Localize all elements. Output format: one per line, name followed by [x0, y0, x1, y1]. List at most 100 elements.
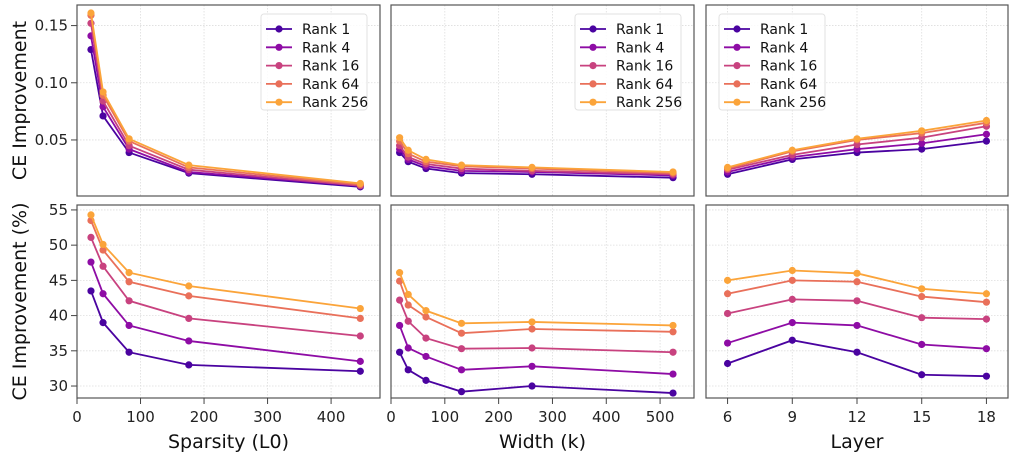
- data-point: [457, 388, 466, 396]
- data-point: [853, 297, 861, 305]
- data-point: [87, 287, 95, 295]
- legend-label: Rank 16: [302, 59, 359, 75]
- x-tick-label: 400: [317, 408, 346, 426]
- data-point: [723, 276, 732, 284]
- series-line-rank-4: [90, 261, 361, 363]
- data-point: [87, 9, 95, 17]
- data-point: [723, 359, 732, 368]
- data-point: [723, 290, 732, 298]
- data-point: [982, 345, 991, 353]
- x-tick-label: 18: [977, 408, 996, 426]
- series-line-rank-256: [90, 214, 361, 310]
- y-tick-label: 0.10: [35, 74, 68, 92]
- data-point: [356, 304, 364, 313]
- x-tick-label: 6: [723, 408, 733, 426]
- data-point: [396, 296, 404, 304]
- data-point: [185, 337, 193, 345]
- data-point: [422, 155, 430, 164]
- data-point: [457, 319, 466, 327]
- x-tick-label: 400: [592, 408, 621, 426]
- data-point: [853, 321, 861, 330]
- y-tick-label: 0.15: [35, 17, 68, 35]
- legend-marker: [589, 80, 597, 88]
- data-point: [99, 290, 107, 298]
- legend-label: Rank 4: [302, 40, 350, 56]
- data-point: [528, 362, 536, 370]
- data-point: [125, 278, 133, 286]
- data-point: [125, 269, 133, 277]
- data-point: [356, 357, 364, 365]
- x-tick-label: 100: [430, 408, 459, 426]
- legend-marker: [275, 62, 283, 70]
- x-axis-title: Width (k): [499, 431, 586, 453]
- x-tick-label: 200: [484, 408, 513, 426]
- x-tick-label: 12: [847, 408, 866, 426]
- data-point: [404, 301, 412, 309]
- legend-label: Rank 64: [760, 77, 817, 93]
- data-point: [853, 269, 861, 277]
- legend-label: Rank 64: [302, 77, 359, 93]
- data-point: [528, 344, 536, 352]
- data-point: [918, 371, 926, 379]
- data-point: [185, 282, 193, 290]
- legend-label: Rank 16: [760, 59, 817, 75]
- data-point: [99, 319, 107, 327]
- legend-box: [718, 13, 826, 111]
- data-point: [356, 179, 364, 188]
- data-point: [982, 130, 991, 138]
- data-point: [982, 315, 991, 323]
- data-point: [99, 240, 107, 249]
- y-tick-label: 30: [49, 377, 68, 395]
- data-point: [125, 297, 133, 305]
- data-point: [982, 116, 991, 125]
- data-point: [669, 328, 677, 336]
- x-tick-label: 300: [253, 408, 282, 426]
- legend-marker: [589, 43, 597, 51]
- data-point: [918, 314, 926, 322]
- data-point: [982, 290, 991, 298]
- series-line-rank-16: [398, 299, 674, 354]
- data-point: [404, 317, 412, 325]
- data-point: [528, 318, 536, 326]
- x-tick-label: 9: [788, 408, 798, 426]
- x-tick-label: 200: [190, 408, 219, 426]
- x-tick-label: 300: [538, 408, 567, 426]
- data-point: [185, 361, 193, 369]
- data-point: [185, 161, 193, 169]
- data-point: [396, 321, 404, 330]
- y-tick-label: 0.05: [35, 131, 68, 149]
- data-point: [853, 278, 861, 286]
- legend-box: [574, 13, 682, 111]
- data-point: [185, 314, 193, 323]
- legend-label: Rank 16: [616, 59, 673, 75]
- data-point: [669, 389, 677, 397]
- data-point: [87, 211, 95, 219]
- data-point: [457, 366, 466, 374]
- data-point: [528, 382, 536, 390]
- axes-frame: [390, 204, 695, 399]
- legend-box: [260, 13, 368, 111]
- data-point: [918, 145, 926, 153]
- data-point: [125, 348, 133, 356]
- data-point: [788, 266, 796, 275]
- legend-marker: [589, 62, 597, 70]
- legend-label: Rank 1: [616, 22, 664, 38]
- data-point: [669, 348, 677, 356]
- panel-top-right: Rank 1 Rank 4 Rank 16 Rank 64 Rank 256: [705, 4, 1009, 197]
- legend-marker: [733, 98, 741, 106]
- data-point: [356, 332, 364, 340]
- data-point: [404, 344, 412, 352]
- legend-marker: [733, 80, 741, 88]
- data-point: [528, 163, 536, 172]
- data-point: [422, 307, 430, 315]
- data-point: [788, 276, 796, 284]
- data-point: [404, 366, 412, 374]
- panel-top-middle: Rank 1 Rank 4 Rank 16 Rank 64 Rank 256: [390, 4, 695, 197]
- data-point: [457, 345, 466, 353]
- data-point: [528, 325, 536, 333]
- y-tick-label: 45: [49, 271, 68, 289]
- legend-label: Rank 256: [302, 95, 368, 111]
- legend: Rank 1 Rank 4 Rank 16 Rank 64 Rank 256: [718, 13, 826, 111]
- data-point: [356, 314, 364, 323]
